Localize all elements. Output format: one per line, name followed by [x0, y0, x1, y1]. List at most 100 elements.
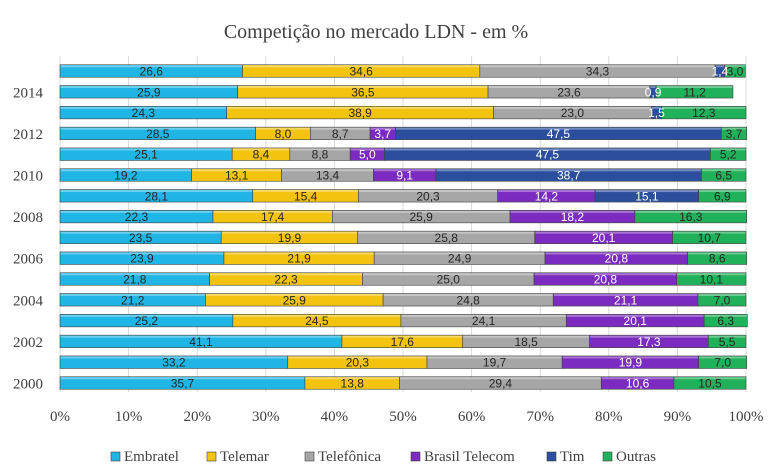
bar-highlight	[590, 335, 708, 338]
x-axis: 0% 10% 20% 30% 40% 50% 60% 70% 80% 90% 100%	[50, 409, 764, 425]
bar-highlight	[60, 65, 242, 68]
data-label: 25,8	[435, 231, 459, 245]
data-label: 34,3	[586, 65, 610, 79]
data-label: 18,5	[514, 335, 538, 349]
bar-highlight	[60, 127, 256, 130]
bar-highlight	[601, 377, 674, 380]
bar-highlight	[242, 65, 480, 68]
data-label: 19,9	[619, 356, 643, 370]
bar-segment	[672, 230, 747, 244]
legend-swatch	[206, 451, 217, 462]
bar-highlight	[253, 190, 358, 193]
bar-highlight	[721, 127, 747, 130]
bar-highlight	[698, 294, 746, 297]
data-label: 17,4	[261, 210, 285, 224]
data-label: 12,3	[692, 106, 716, 120]
bar-highlight	[305, 377, 400, 380]
data-label: 19,9	[278, 231, 302, 245]
data-label: 25,0	[437, 273, 461, 287]
bar-highlight	[566, 314, 704, 317]
bar-segment	[707, 334, 747, 348]
data-label: 3,0	[727, 65, 744, 79]
bar-highlight	[310, 127, 370, 130]
data-label: 28,5	[146, 127, 170, 141]
bar-segment	[687, 251, 747, 265]
legend: Embratel Telemar Telefônica Brasil Telecom T…	[110, 449, 656, 465]
data-label: 36,5	[351, 85, 375, 99]
x-tick-label: 60%	[458, 409, 486, 425]
data-label: 20,1	[592, 231, 616, 245]
bar-highlight	[635, 210, 747, 213]
data-label: 26,6	[140, 65, 164, 79]
x-tick-label: 10%	[115, 409, 143, 425]
legend-swatch	[546, 451, 557, 462]
bar-highlight	[701, 169, 746, 172]
data-label: 38,9	[348, 106, 372, 120]
y-tick-label: 2008	[13, 210, 43, 226]
bar-highlight	[60, 356, 288, 359]
data-label: 7,0	[714, 356, 731, 370]
chart-title: Competição no mercado LDN - em %	[224, 21, 528, 43]
bar-highlight	[488, 86, 650, 89]
data-label: 6,9	[714, 189, 731, 203]
data-label: 5,2	[720, 148, 737, 162]
legend-label: Telefônica	[318, 449, 381, 465]
bar-highlight	[383, 294, 553, 297]
bar-highlight	[480, 65, 715, 68]
data-label: 17,6	[391, 335, 415, 349]
data-label: 18,2	[561, 210, 585, 224]
bar-highlight	[60, 190, 253, 193]
data-label: 20,3	[346, 356, 370, 370]
bar-highlight	[213, 210, 332, 213]
bar-highlight	[595, 190, 699, 193]
bar-highlight	[463, 335, 590, 338]
data-label: 25,9	[409, 210, 433, 224]
bar-highlight	[699, 190, 746, 193]
data-label: 33,2	[162, 356, 186, 370]
bar-highlight	[332, 210, 510, 213]
bar-highlight	[60, 231, 221, 234]
bar-highlight	[363, 273, 534, 276]
bar-segment	[724, 64, 746, 78]
data-label: 24,8	[456, 293, 480, 307]
data-label: 21,9	[287, 252, 311, 266]
bar-highlight	[60, 377, 305, 380]
bar-highlight	[60, 210, 213, 213]
data-label: 24,9	[448, 252, 472, 266]
x-tick-label: 50%	[389, 409, 417, 425]
y-tick-label: 2014	[13, 85, 44, 101]
bar-highlight	[704, 314, 747, 317]
data-label: 6,3	[717, 314, 734, 328]
data-label: 20,1	[624, 314, 648, 328]
data-label: 19,7	[483, 356, 507, 370]
data-label: 13,4	[316, 169, 340, 183]
bar-highlight	[221, 231, 358, 234]
data-label: 10,5	[698, 377, 722, 391]
data-label: 23,5	[129, 231, 153, 245]
data-label: 38,7	[557, 169, 581, 183]
data-label: 8,8	[312, 148, 329, 162]
legend-label: Embratel	[124, 449, 179, 465]
bar-highlight	[688, 252, 747, 255]
bar-highlight	[60, 86, 238, 89]
data-label: 47,5	[536, 148, 560, 162]
bar-highlight	[710, 148, 746, 151]
y-tick-label: 2006	[13, 252, 44, 268]
data-label: 0,9	[645, 85, 662, 99]
bar-segment	[634, 210, 747, 224]
data-label: 7,0	[714, 293, 731, 307]
bar-highlight	[374, 169, 436, 172]
y-axis: 2000 2002 2004 2006 2008 2010 2012 2014	[13, 85, 44, 392]
y-tick-label: 2010	[13, 169, 43, 185]
bar-highlight	[232, 148, 290, 151]
bar-highlight	[60, 106, 227, 109]
data-label: 1,4	[712, 65, 729, 79]
bar-segment	[697, 293, 747, 307]
data-label: 24,1	[472, 314, 496, 328]
data-label: 14,2	[535, 189, 559, 203]
bar-highlight	[358, 231, 535, 234]
data-label: 21,2	[121, 293, 145, 307]
legend-swatch	[410, 451, 421, 462]
bar-highlight	[534, 273, 677, 276]
